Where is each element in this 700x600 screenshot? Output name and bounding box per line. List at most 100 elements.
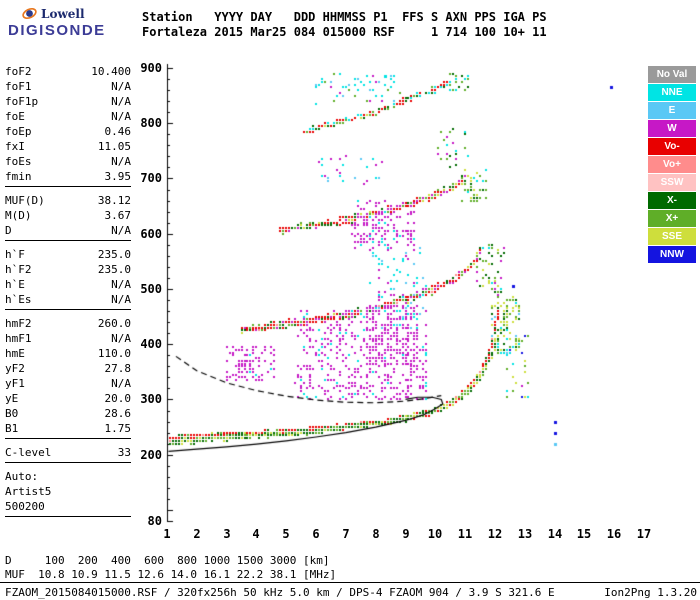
x-tick-label: 12 <box>487 527 503 541</box>
param-value: 1.75 <box>104 422 132 435</box>
station-header-row2: Fortaleza 2015 Mar25 084 015000 RSF 1 71… <box>142 25 547 39</box>
x-tick-label: 13 <box>517 527 533 541</box>
param-value: 33 <box>117 446 131 459</box>
legend-item-x-: X- <box>648 192 696 209</box>
digisonde-logo: Lowell DIGISONDE <box>8 6 106 40</box>
param-row: fmin 3.95 <box>5 169 131 184</box>
param-value: 3.67 <box>104 209 132 222</box>
param-label: foEs <box>5 155 32 168</box>
x-tick-label: 1 <box>163 527 171 541</box>
param-label: foEp <box>5 125 32 138</box>
x-tick-label: 5 <box>282 527 290 541</box>
x-tick-label: 11 <box>457 527 473 541</box>
x-tick-label: 7 <box>342 527 350 541</box>
legend-item-ssw: SSW <box>648 174 696 191</box>
legend-item-vo-: Vo- <box>648 138 696 155</box>
param-label: foF2 <box>5 65 32 78</box>
param-group-1: MUF(D) 38.12 M(D) 3.67 D N/A <box>5 193 131 241</box>
param-label: foF1p <box>5 95 39 108</box>
param-row: yF2 27.8 <box>5 361 131 376</box>
param-value: 11.05 <box>97 140 131 153</box>
y-tick-label: 400 <box>140 337 162 351</box>
y-tick-label: 500 <box>140 282 162 296</box>
param-label: hmE <box>5 347 25 360</box>
y-tick-label: 900 <box>140 61 162 75</box>
param-row: B0 28.6 <box>5 406 131 421</box>
legend-item-nnw: NNW <box>648 246 696 263</box>
param-group-3: hmF2 260.0 hmF1 N/A hmE 110.0 yF2 27.8 yF1 N/A yE 2… <box>5 316 131 439</box>
x-tick-label: 3 <box>223 527 231 541</box>
param-label: C-level <box>5 446 52 459</box>
x-tick-label: 17 <box>636 527 652 541</box>
status-file-info: FZAOM_2015084015000.RSF / 320fx256h 50 k… <box>5 586 555 599</box>
param-value: 235.0 <box>97 263 131 276</box>
param-group-2: h`F 235.0 h`F2 235.0 h`E N/A h`Es N/A <box>5 247 131 310</box>
param-value: N/A <box>111 293 131 306</box>
param-row: h`Es N/A <box>5 292 131 307</box>
param-label: D <box>5 224 12 237</box>
parameter-panel: foF2 10.400 foF1 N/A foF1p N/A foE N/A foEp 0.46 f… <box>5 64 131 523</box>
param-label: fxI <box>5 140 25 153</box>
param-label: B0 <box>5 407 19 420</box>
param-row: h`E N/A <box>5 277 131 292</box>
legend-item-no-val: No Val <box>648 66 696 83</box>
param-label: B1 <box>5 422 19 435</box>
param-label: yF2 <box>5 362 25 375</box>
param-value: N/A <box>111 80 131 93</box>
param-row: h`F2 235.0 <box>5 262 131 277</box>
x-tick-label: 9 <box>402 527 410 541</box>
legend: No Val NNE E W Vo- Vo+ SSW X- X+ SSE NNW <box>648 66 696 264</box>
param-value: 20.0 <box>104 392 132 405</box>
distance-row: D 100 200 400 600 800 1000 1500 3000 [km… <box>5 554 330 567</box>
x-tick-label: 6 <box>312 527 320 541</box>
param-row: foF1p N/A <box>5 94 131 109</box>
x-tick-label: 16 <box>606 527 622 541</box>
param-row: MUF(D) 38.12 <box>5 193 131 208</box>
x-tick-label: 2 <box>193 527 201 541</box>
param-row: B1 1.75 <box>5 421 131 436</box>
param-value: N/A <box>111 110 131 123</box>
param-label: MUF(D) <box>5 194 45 207</box>
param-value: N/A <box>111 377 131 390</box>
param-row: yF1 N/A <box>5 376 131 391</box>
param-row: fxI 11.05 <box>5 139 131 154</box>
x-tick-label: 15 <box>576 527 592 541</box>
param-value: 28.6 <box>104 407 132 420</box>
legend-item-sse: SSE <box>648 228 696 245</box>
param-row: hmF1 N/A <box>5 331 131 346</box>
param-label: foF1 <box>5 80 32 93</box>
param-value: 10.400 <box>91 65 131 78</box>
param-group-0: foF2 10.400 foF1 N/A foF1p N/A foE N/A foEp 0.46 f… <box>5 64 131 187</box>
station-header-row1: Station YYYY DAY DDD HHMMSS P1 FFS S AXN… <box>142 10 547 24</box>
param-row: yE 20.0 <box>5 391 131 406</box>
legend-item-nne: NNE <box>648 84 696 101</box>
param-row: hmE 110.0 <box>5 346 131 361</box>
param-value: N/A <box>111 278 131 291</box>
param-label: h`F2 <box>5 263 32 276</box>
param-row: foF1 N/A <box>5 79 131 94</box>
param-label: h`Es <box>5 293 32 306</box>
param-value: 110.0 <box>97 347 131 360</box>
param-label: yF1 <box>5 377 25 390</box>
x-tick-label: 14 <box>547 527 563 541</box>
param-value: N/A <box>111 155 131 168</box>
param-row: foEs N/A <box>5 154 131 169</box>
param-row: foEp 0.46 <box>5 124 131 139</box>
param-row: C-level 33 <box>5 445 131 460</box>
param-value: N/A <box>111 95 131 108</box>
param-value: 3.95 <box>104 170 132 183</box>
logo-company: Lowell <box>41 6 85 21</box>
param-value: 38.12 <box>97 194 131 207</box>
param-label: Auto: <box>5 470 39 483</box>
param-label: yE <box>5 392 19 405</box>
param-row: foF2 10.400 <box>5 64 131 79</box>
y-tick-label: 600 <box>140 227 162 241</box>
y-tick-label: 200 <box>140 448 162 462</box>
param-label: h`F <box>5 248 25 261</box>
x-tick-label: 4 <box>252 527 260 541</box>
lowell-logo-icon <box>22 7 37 20</box>
y-tick-label: 800 <box>140 116 162 130</box>
param-label: hmF1 <box>5 332 32 345</box>
param-value: 260.0 <box>97 317 131 330</box>
